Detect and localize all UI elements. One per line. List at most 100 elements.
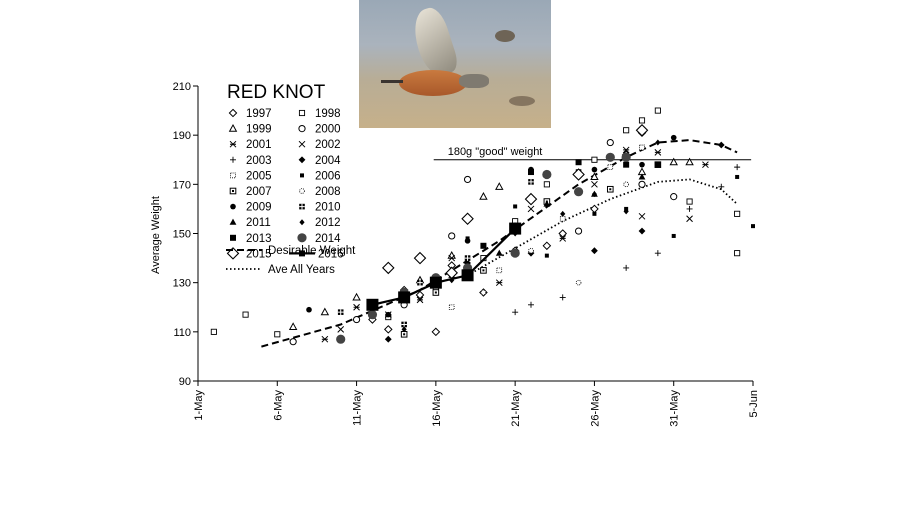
point-2003 xyxy=(718,183,725,190)
point-2013 xyxy=(528,169,534,176)
legend-label-2003: 2003 xyxy=(246,155,272,167)
point-1999 xyxy=(352,292,361,301)
legend-marker-2009 xyxy=(230,203,236,210)
point-2011 xyxy=(495,249,503,256)
point-1998 xyxy=(543,181,550,188)
point-2002 xyxy=(527,205,535,213)
legend-label-2006: 2006 xyxy=(315,170,341,182)
y-tick-label: 190 xyxy=(173,130,191,142)
legend-marker-2000 xyxy=(298,125,306,133)
point-2002 xyxy=(337,326,345,333)
legend-marker-2012 xyxy=(299,219,305,226)
point-1999 xyxy=(495,182,504,190)
point-2015 xyxy=(461,212,474,226)
point-2009 xyxy=(591,166,598,173)
legend-label-2002: 2002 xyxy=(315,139,341,151)
point-2009 xyxy=(306,306,312,313)
point-2014 xyxy=(573,187,584,197)
point-2001 xyxy=(702,161,709,169)
point-2003 xyxy=(559,294,566,301)
legend-trend-label: Ave All Years xyxy=(268,264,335,276)
legend-marker-2014 xyxy=(297,233,307,243)
point-2003 xyxy=(734,164,741,171)
legend-marker-2007 xyxy=(229,187,237,195)
trend-line-ave-all-years xyxy=(467,178,738,277)
legend-label-1997: 1997 xyxy=(246,108,272,120)
legend-label-2009: 2009 xyxy=(246,202,272,214)
point-2001 xyxy=(654,149,662,156)
point-2001 xyxy=(495,279,503,287)
point-2001 xyxy=(321,335,329,343)
point-2006 xyxy=(544,253,549,258)
point-2013 xyxy=(480,242,487,249)
point-2002 xyxy=(591,180,598,188)
point-2006 xyxy=(751,224,755,229)
legend-label-1998: 1998 xyxy=(315,108,341,120)
point-1997 xyxy=(431,327,441,337)
legend-marker-2011 xyxy=(229,218,237,225)
point-2009 xyxy=(385,311,392,318)
point-2013 xyxy=(575,159,582,166)
point-2001 xyxy=(353,303,360,311)
point-1997 xyxy=(542,241,552,251)
point-2003 xyxy=(528,301,534,308)
point-1999 xyxy=(288,322,298,331)
series-line-2016 xyxy=(372,227,516,306)
legend-label-2015: 2015 xyxy=(246,248,272,260)
point-2010 xyxy=(464,255,471,261)
legend-marker-2004 xyxy=(298,156,306,164)
point-2009 xyxy=(639,161,645,168)
point-2010 xyxy=(337,309,344,315)
point-2009 xyxy=(670,134,677,141)
chart-title: RED KNOT xyxy=(227,82,326,103)
point-2001 xyxy=(416,296,424,304)
point-1998 xyxy=(734,210,741,217)
point-2016 xyxy=(461,269,474,282)
legend-marker-2001 xyxy=(229,140,237,148)
trend-line-desirable-weight xyxy=(261,139,738,348)
point-2000 xyxy=(463,175,472,184)
legend-label-2000: 2000 xyxy=(315,124,341,136)
point-2008 xyxy=(528,247,534,254)
point-2003 xyxy=(512,309,519,316)
point-2000 xyxy=(289,338,297,346)
point-2002 xyxy=(448,254,456,262)
y-tick-label: 130 xyxy=(173,278,191,290)
x-tick-label: 6-May xyxy=(272,390,284,421)
point-1998 xyxy=(210,328,217,335)
point-1998 xyxy=(654,107,661,114)
point-1999 xyxy=(669,157,678,166)
legend-marker-2008 xyxy=(299,188,305,194)
point-1999 xyxy=(685,157,694,166)
legend-marker-2010 xyxy=(299,203,305,210)
point-2003 xyxy=(686,205,693,212)
point-2007 xyxy=(606,185,614,193)
legend-label-2013: 2013 xyxy=(246,233,272,245)
legend-label-2014: 2014 xyxy=(315,233,341,245)
point-2015 xyxy=(382,261,395,275)
legend-label-2007: 2007 xyxy=(246,186,272,198)
point-2010 xyxy=(417,279,423,286)
point-2012 xyxy=(623,208,629,215)
point-2014 xyxy=(542,169,552,180)
point-2012 xyxy=(449,277,455,284)
point-2011 xyxy=(543,200,551,207)
point-1998 xyxy=(638,117,646,124)
legend-marker-2013 xyxy=(230,234,236,241)
point-2014 xyxy=(605,152,615,162)
point-2004 xyxy=(591,247,598,255)
legend-marker-2005 xyxy=(230,172,236,179)
point-2007 xyxy=(432,289,440,296)
point-2002 xyxy=(638,212,646,220)
point-2013 xyxy=(654,161,661,168)
x-tick-label: 5-Jun xyxy=(748,390,760,418)
point-2006 xyxy=(592,211,597,216)
point-2004 xyxy=(384,335,392,343)
point-2000 xyxy=(574,227,583,235)
legend-trend-label: Desirable Weight xyxy=(268,245,356,257)
point-2012 xyxy=(401,326,407,333)
legend-label-1999: 1999 xyxy=(246,124,272,136)
point-2004 xyxy=(717,141,725,149)
